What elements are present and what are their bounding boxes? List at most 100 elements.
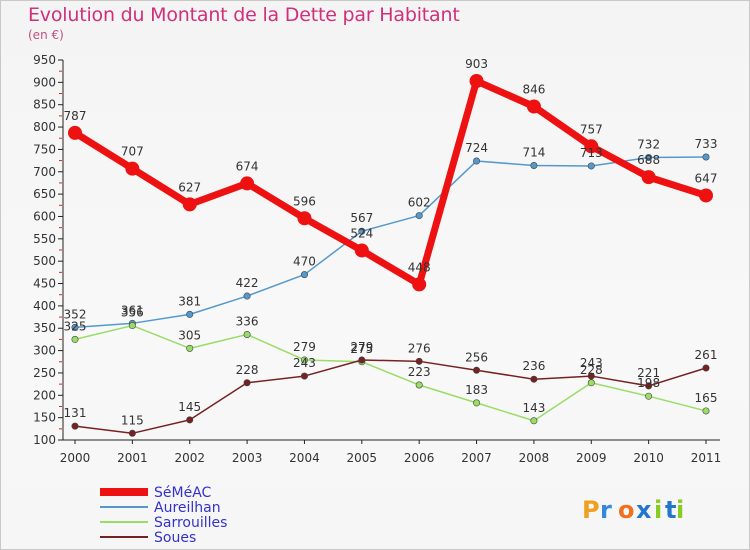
- data-point: [415, 212, 423, 220]
- data-point: [469, 74, 484, 89]
- logo-letter: i: [676, 496, 684, 524]
- y-tick-label: 400: [33, 299, 56, 313]
- x-tick-label: 2005: [347, 451, 378, 465]
- series-line-séméac: [73, 77, 708, 288]
- data-point: [186, 310, 194, 318]
- data-point: [243, 379, 251, 387]
- y-tick-label: 950: [33, 53, 56, 67]
- data-label: 165: [695, 391, 718, 405]
- y-tick-label: 700: [33, 165, 56, 179]
- data-point: [297, 211, 312, 226]
- data-point: [702, 364, 710, 372]
- y-tick-label: 500: [33, 254, 56, 268]
- data-label: 567: [350, 211, 373, 225]
- logo-letter: t: [665, 496, 676, 524]
- data-point: [645, 392, 653, 400]
- data-point: [125, 161, 140, 176]
- series-line-sarrouilles: [74, 324, 707, 422]
- x-tick-label: 2009: [576, 451, 607, 465]
- data-label: 221: [637, 366, 660, 380]
- data-point: [128, 429, 136, 437]
- y-tick-label: 900: [33, 75, 56, 89]
- data-label: 236: [522, 359, 545, 373]
- x-tick-label: 2011: [691, 451, 722, 465]
- y-tick-label: 200: [33, 388, 56, 402]
- data-label: 336: [236, 314, 259, 328]
- data-point: [473, 366, 481, 374]
- data-point: [645, 153, 653, 161]
- data-label: 243: [580, 356, 603, 370]
- data-label: 602: [408, 196, 431, 210]
- data-label: 688: [637, 153, 660, 167]
- data-label: 198: [637, 376, 660, 390]
- data-label: 713: [580, 146, 603, 160]
- data-point: [128, 322, 136, 330]
- legend-label: SéMéAC: [154, 485, 212, 501]
- data-point: [412, 277, 427, 292]
- data-label: 724: [465, 141, 488, 155]
- series-lines: [68, 74, 713, 437]
- x-tick-label: 2004: [289, 451, 320, 465]
- legend-label: Soues: [154, 530, 196, 546]
- data-label: 256: [465, 350, 488, 364]
- data-point: [68, 125, 82, 140]
- logo-letter: r: [600, 496, 612, 524]
- logo-letter: i: [654, 496, 662, 524]
- data-label: 243: [293, 356, 316, 370]
- data-point: [243, 330, 251, 338]
- data-label: 143: [522, 401, 545, 415]
- data-label: 732: [637, 137, 660, 151]
- data-label: 647: [695, 171, 718, 185]
- data-point: [354, 243, 369, 258]
- data-label: 228: [580, 363, 603, 377]
- data-point: [415, 357, 423, 365]
- x-tick-label: 2008: [519, 451, 550, 465]
- data-labels: 352 361 381 422 470 567 602 724 714 713 732 733 325 3…: [64, 57, 718, 427]
- x-tick-label: 2007: [461, 451, 492, 465]
- data-label: 903: [465, 57, 488, 71]
- x-tick-label: 2003: [232, 451, 263, 465]
- data-point: [526, 99, 541, 114]
- y-tick-label: 550: [33, 232, 56, 246]
- data-label: 325: [64, 319, 87, 333]
- data-point: [587, 162, 595, 170]
- x-tick-label: 2006: [404, 451, 435, 465]
- data-point: [240, 176, 255, 191]
- data-label: 596: [293, 194, 316, 208]
- data-label: 674: [236, 159, 259, 173]
- series-line-soues: [74, 359, 707, 435]
- data-label: 448: [408, 260, 431, 274]
- data-label: 223: [408, 365, 431, 379]
- data-point: [415, 381, 423, 389]
- logo-letter: x: [636, 496, 652, 524]
- y-tick-label: 100: [33, 433, 56, 447]
- data-point: [584, 139, 599, 154]
- data-label: 131: [64, 406, 87, 420]
- data-label: 275: [350, 342, 373, 356]
- data-label: 470: [293, 255, 316, 269]
- data-label: 305: [178, 328, 201, 342]
- data-point: [186, 344, 194, 352]
- data-point: [530, 162, 538, 170]
- axes: 100 150 200 250 300 350 400 450 500 550 600 650 700 7…: [33, 53, 721, 465]
- x-tick-label: 2001: [117, 451, 148, 465]
- data-point: [473, 399, 481, 407]
- logo-letter: P: [582, 496, 600, 524]
- data-point: [587, 379, 595, 387]
- data-label: 733: [695, 137, 718, 151]
- data-label: 381: [178, 294, 201, 308]
- data-label: 228: [236, 363, 259, 377]
- data-label: 183: [465, 383, 488, 397]
- y-tick-label: 650: [33, 187, 56, 201]
- data-label: 422: [236, 276, 259, 290]
- data-point: [300, 271, 308, 279]
- chart-title: Evolution du Montant de la Dette par Hab…: [28, 4, 460, 26]
- data-label: 145: [178, 400, 201, 414]
- y-tick-label: 150: [33, 411, 56, 425]
- x-tick-label: 2000: [60, 451, 91, 465]
- data-point: [358, 356, 366, 364]
